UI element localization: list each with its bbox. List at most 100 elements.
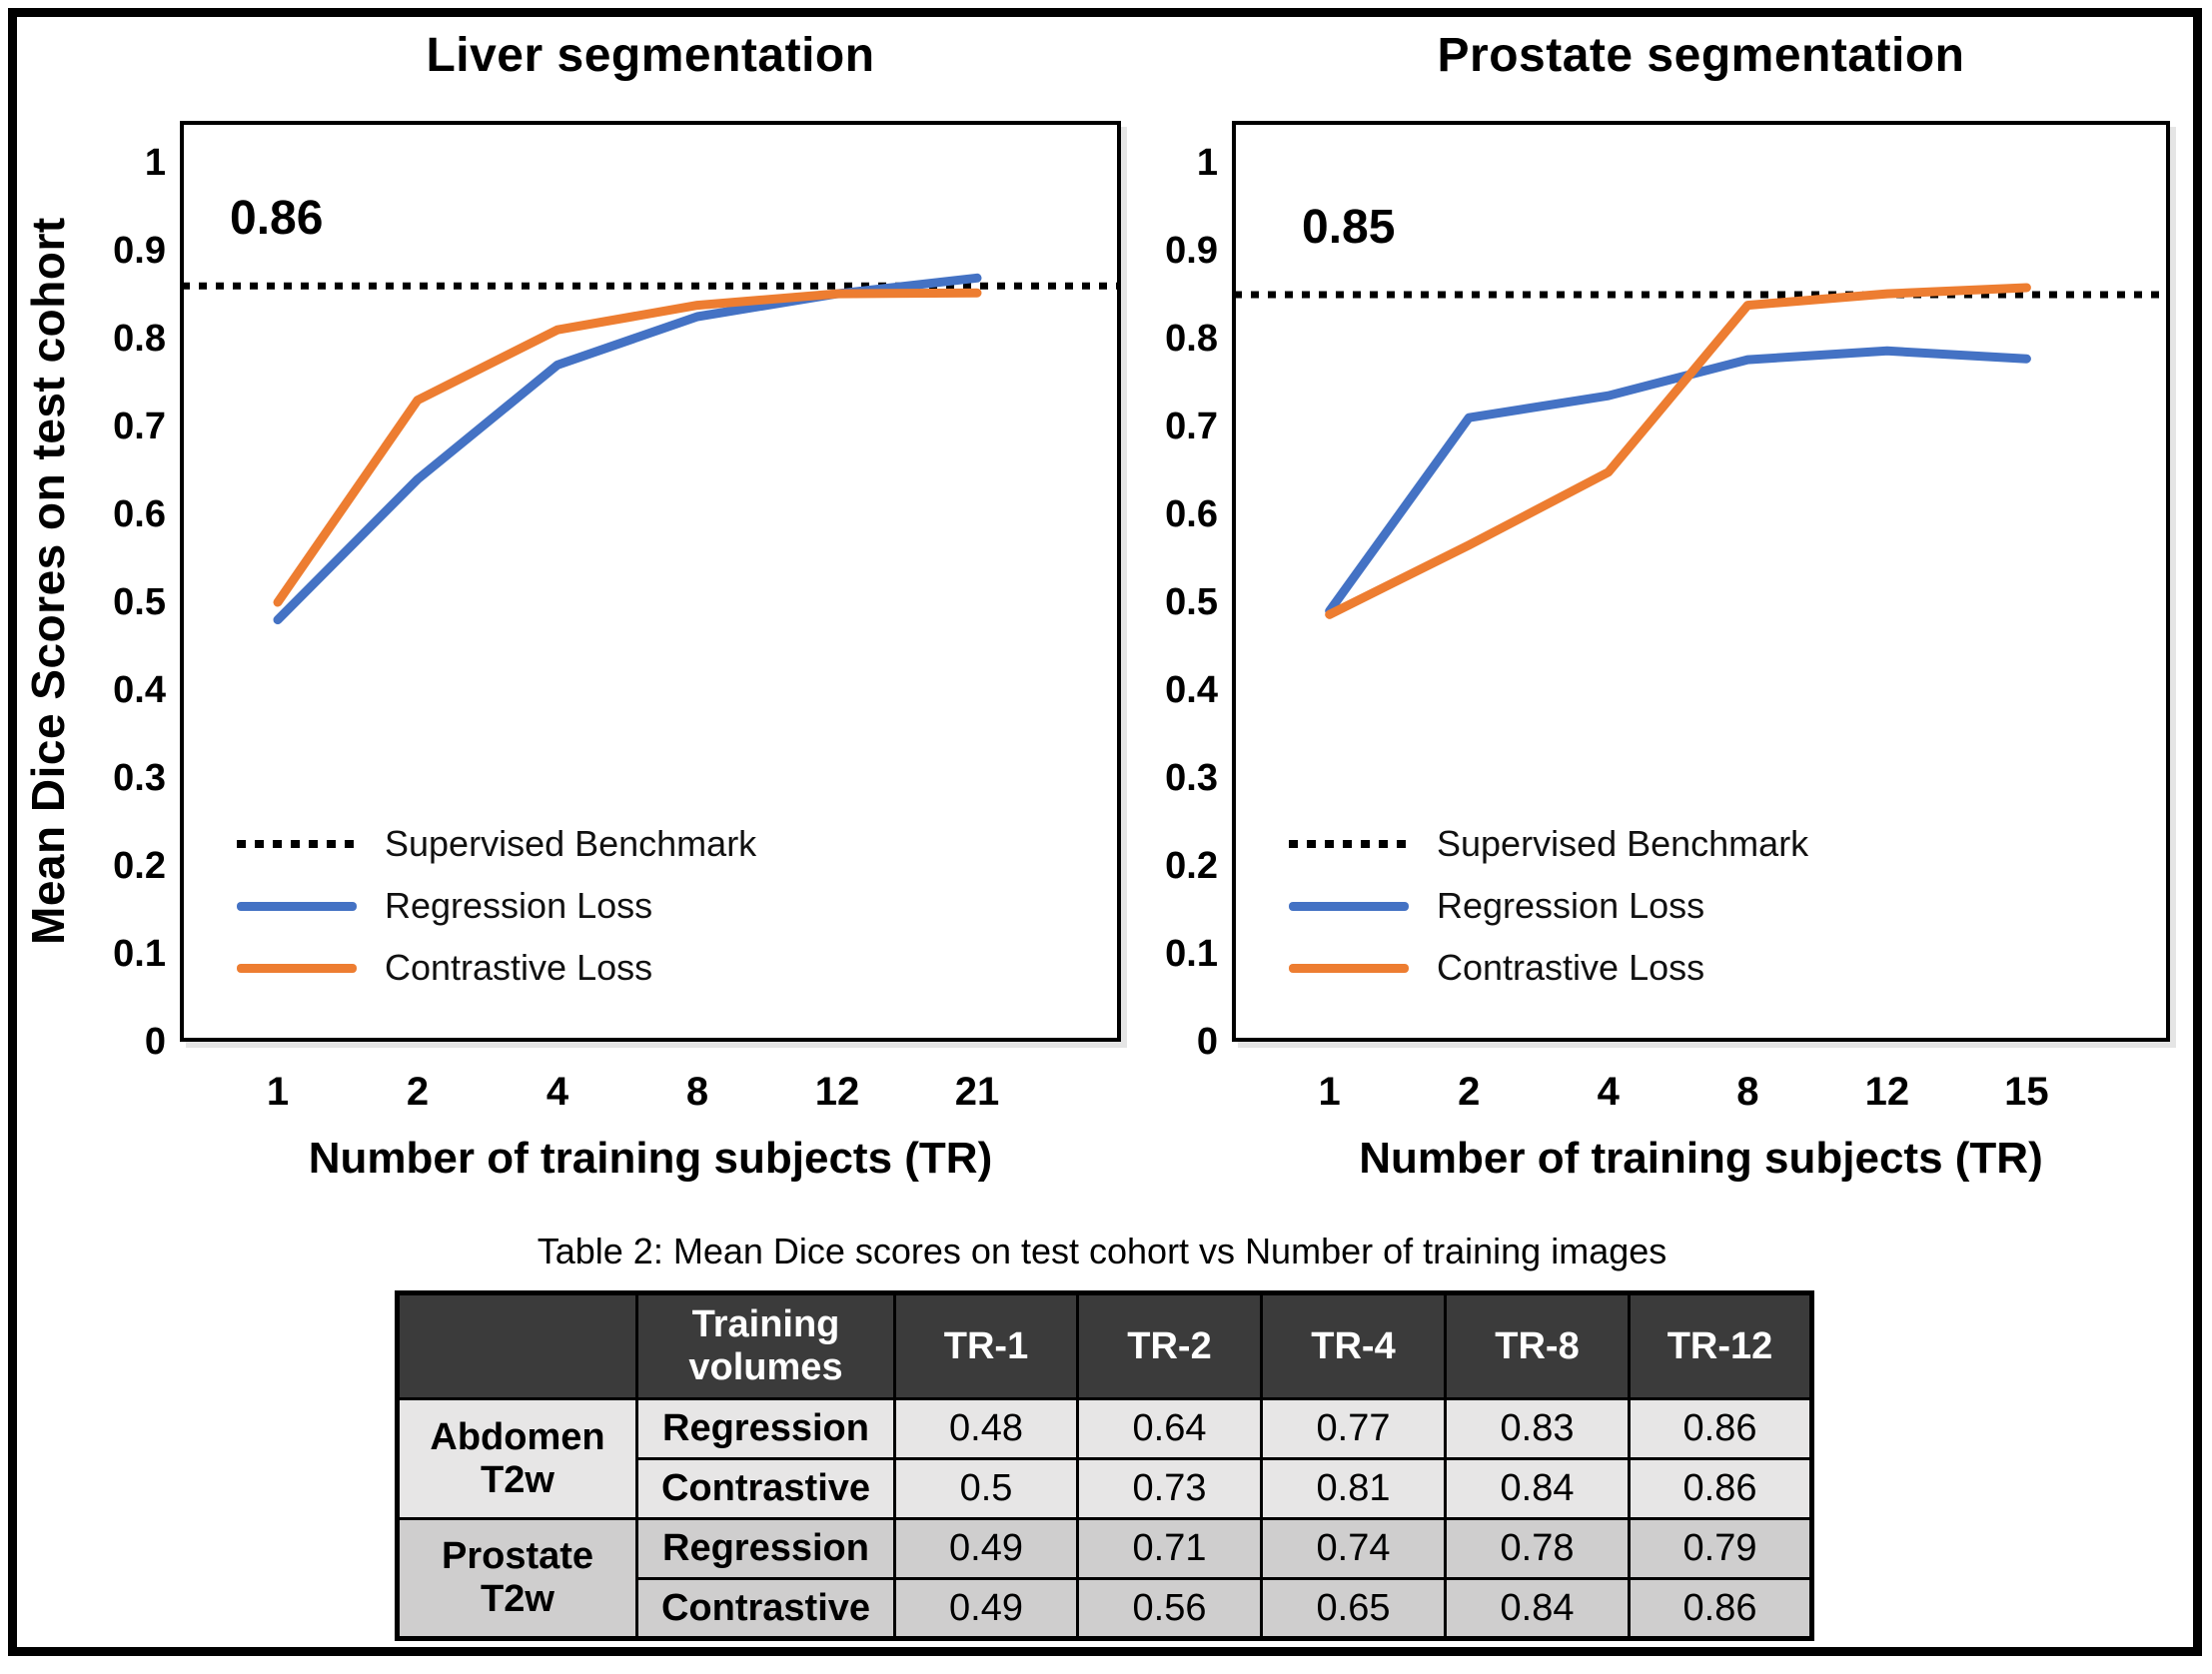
table-header: Training volumes TR-1 TR-2 TR-4 TR-8 TR-12: [396, 1291, 1813, 1400]
liver-plot-area: 0.86 Supervised Benchmark Regression Loss C…: [180, 121, 1121, 1042]
legend-item: Contrastive Loss: [180, 942, 652, 994]
x-tick-label: 8: [685, 1070, 709, 1114]
dice-score-cell: 0.5: [893, 1457, 1079, 1520]
y-tick-label: 0.6: [1165, 493, 1218, 535]
legend-label: Regression Loss: [385, 885, 653, 926]
y-tick-label: 0.9: [1165, 230, 1218, 272]
legend-item: Regression Loss: [1232, 880, 1704, 932]
series-line-contrastive-loss: [273, 288, 982, 607]
line-swatch: [1289, 963, 1409, 973]
table-row: Contrastive 0.5 0.73 0.81 0.84 0.86: [398, 1457, 1813, 1520]
table-row: Contrastive 0.49 0.56 0.65 0.84 0.86: [398, 1577, 1813, 1640]
x-tick-label: 1: [1318, 1070, 1341, 1114]
dice-score-cell: 0.78: [1444, 1517, 1631, 1580]
y-tick-label: 1: [1196, 142, 1218, 184]
column-header: TR-12: [1628, 1291, 1813, 1400]
dice-score-cell: 0.74: [1260, 1517, 1447, 1580]
dice-score-cell: 0.56: [1076, 1577, 1263, 1640]
dice-score-cell: 0.48: [893, 1397, 1079, 1460]
column-header: TR-2: [1076, 1291, 1263, 1400]
y-tick-label: 0.7: [1165, 406, 1218, 447]
y-tick-label: 0.3: [1165, 757, 1218, 799]
line-swatch: [237, 901, 357, 911]
dice-score-cell: 0.86: [1628, 1397, 1813, 1460]
prostate-x-axis-label: Number of training subjects (TR): [1359, 1134, 2043, 1183]
loss-type-label: Regression: [635, 1517, 896, 1580]
dice-score-cell: 0.79: [1628, 1517, 1813, 1580]
y-tick-label: 0.3: [113, 757, 166, 799]
legend-item: Regression Loss: [180, 880, 652, 932]
x-tick-label: 21: [954, 1070, 1000, 1114]
line-swatch: [1289, 901, 1409, 911]
dice-score-cell: 0.83: [1444, 1397, 1631, 1460]
table-title: Table 2: Mean Dice scores on test cohort…: [537, 1231, 1667, 1271]
y-tick-label: 0.8: [113, 318, 166, 360]
y-tick-label: 0.5: [113, 581, 166, 623]
x-tick-label: 4: [546, 1070, 569, 1114]
column-header: Training volumes: [635, 1291, 896, 1400]
x-tick-label: 12: [814, 1070, 860, 1114]
dice-score-cell: 0.71: [1076, 1517, 1263, 1580]
y-tick-label: 0.1: [113, 933, 166, 975]
legend-item: Supervised Benchmark: [180, 818, 756, 870]
legend-label: Contrastive Loss: [385, 947, 653, 988]
liver-chart-title: Liver segmentation: [426, 29, 875, 82]
y-tick-label: 0.2: [1165, 845, 1218, 887]
y-tick-label: 0.1: [1165, 933, 1218, 975]
x-tick-label: 2: [1458, 1070, 1481, 1114]
dice-score-cell: 0.64: [1076, 1397, 1263, 1460]
line-swatch: [237, 963, 357, 973]
series-line-contrastive-loss: [1325, 283, 2031, 619]
dice-score-cell: 0.65: [1260, 1577, 1447, 1640]
dice-score-cell: 0.86: [1628, 1577, 1813, 1640]
y-tick-label: 0.6: [113, 493, 166, 535]
prostate-chart-title: Prostate segmentation: [1437, 29, 1965, 82]
y-tick-label: 0: [144, 1021, 166, 1063]
plot-border: [1232, 121, 2170, 1042]
dice-score-cell: 0.84: [1444, 1577, 1631, 1640]
benchmark-value-annotation: 0.86: [230, 192, 324, 246]
y-tick-label: 0.5: [1165, 581, 1218, 623]
dotted-line-swatch: [237, 840, 357, 848]
x-tick-label: 2: [406, 1070, 430, 1114]
x-tick-label: 12: [1864, 1070, 1910, 1114]
y-tick-label: 0.8: [1165, 318, 1218, 360]
results-table: Training volumes TR-1 TR-2 TR-4 TR-8 TR-12 Ab…: [395, 1290, 1814, 1641]
dice-score-cell: 0.49: [893, 1517, 1079, 1580]
column-header: TR-8: [1444, 1291, 1631, 1400]
table-row: Prostate T2w Regression 0.49 0.71 0.74 0.78 0.…: [396, 1517, 1813, 1640]
series-line-regression-loss: [1325, 346, 2031, 616]
legend-item: Contrastive Loss: [1232, 942, 1704, 994]
row-group-label: Abdomen T2w: [396, 1397, 638, 1520]
dice-score-cell: 0.49: [893, 1577, 1079, 1640]
x-tick-label: 1: [266, 1070, 290, 1114]
liver-x-axis-label: Number of training subjects (TR): [308, 1134, 993, 1183]
x-tick-label: 8: [1736, 1070, 1759, 1114]
loss-type-label: Regression: [635, 1397, 896, 1460]
y-tick-label: 1: [144, 142, 166, 184]
x-tick-label: 15: [2004, 1070, 2049, 1114]
plot-border: [180, 121, 1121, 1042]
y-tick-label: 0.4: [1165, 669, 1218, 711]
table-body: Abdomen T2w Regression 0.48 0.64 0.77 0.83 0.8…: [396, 1397, 1813, 1640]
column-header: TR-4: [1260, 1291, 1447, 1400]
legend-label: Supervised Benchmark: [385, 823, 757, 864]
y-tick-label: 0.7: [113, 406, 166, 447]
legend-label: Supervised Benchmark: [1437, 823, 1809, 864]
dice-score-cell: 0.86: [1628, 1457, 1813, 1520]
row-group-label: Prostate T2w: [396, 1517, 638, 1640]
legend-label: Regression Loss: [1437, 885, 1705, 926]
loss-type-label: Contrastive: [635, 1577, 896, 1640]
y-tick-label: 0.2: [113, 845, 166, 887]
y-tick-label: 0.4: [113, 669, 166, 711]
column-header: TR-1: [893, 1291, 1079, 1400]
x-tick-label: 4: [1597, 1070, 1620, 1114]
legend-item: Supervised Benchmark: [1232, 818, 1808, 870]
dice-score-cell: 0.84: [1444, 1457, 1631, 1520]
legend-label: Contrastive Loss: [1437, 947, 1705, 988]
table-row: Abdomen T2w Regression 0.48 0.64 0.77 0.83 0.8…: [396, 1397, 1813, 1520]
loss-type-label: Contrastive: [635, 1457, 896, 1520]
prostate-plot-area: 0.85 Supervised Benchmark Regression Loss C…: [1232, 121, 2170, 1042]
y-tick-label: 0: [1196, 1021, 1218, 1063]
benchmark-value-annotation: 0.85: [1302, 201, 1396, 254]
